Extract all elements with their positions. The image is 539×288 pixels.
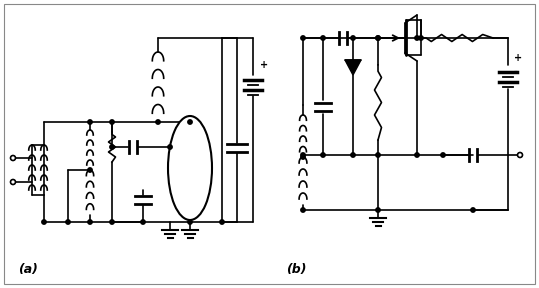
- Circle shape: [42, 220, 46, 224]
- Circle shape: [168, 145, 172, 149]
- Circle shape: [376, 153, 380, 157]
- Circle shape: [188, 120, 192, 124]
- Circle shape: [321, 153, 325, 157]
- Text: (b): (b): [286, 263, 307, 276]
- Circle shape: [110, 120, 114, 124]
- Circle shape: [110, 220, 114, 224]
- Circle shape: [415, 36, 419, 40]
- Circle shape: [376, 36, 380, 40]
- Circle shape: [376, 36, 380, 40]
- Circle shape: [415, 153, 419, 157]
- Circle shape: [110, 145, 114, 149]
- Circle shape: [471, 208, 475, 212]
- Circle shape: [10, 179, 16, 185]
- Circle shape: [66, 220, 70, 224]
- Circle shape: [220, 220, 224, 224]
- Circle shape: [517, 153, 522, 158]
- Circle shape: [351, 36, 355, 40]
- Text: +: +: [514, 53, 522, 63]
- Text: (a): (a): [18, 263, 38, 276]
- Circle shape: [156, 120, 160, 124]
- Circle shape: [188, 220, 192, 224]
- Circle shape: [88, 120, 92, 124]
- Circle shape: [10, 156, 16, 160]
- Circle shape: [141, 220, 145, 224]
- Text: -: -: [514, 67, 518, 77]
- Circle shape: [419, 36, 423, 40]
- Circle shape: [321, 36, 325, 40]
- Circle shape: [301, 153, 305, 157]
- Circle shape: [376, 208, 380, 212]
- Circle shape: [301, 36, 305, 40]
- Circle shape: [88, 168, 92, 172]
- Circle shape: [88, 220, 92, 224]
- Text: +: +: [260, 60, 268, 70]
- Ellipse shape: [168, 116, 212, 220]
- Circle shape: [441, 153, 445, 157]
- Circle shape: [301, 208, 305, 212]
- Polygon shape: [345, 60, 361, 75]
- Circle shape: [351, 153, 355, 157]
- Circle shape: [301, 155, 305, 159]
